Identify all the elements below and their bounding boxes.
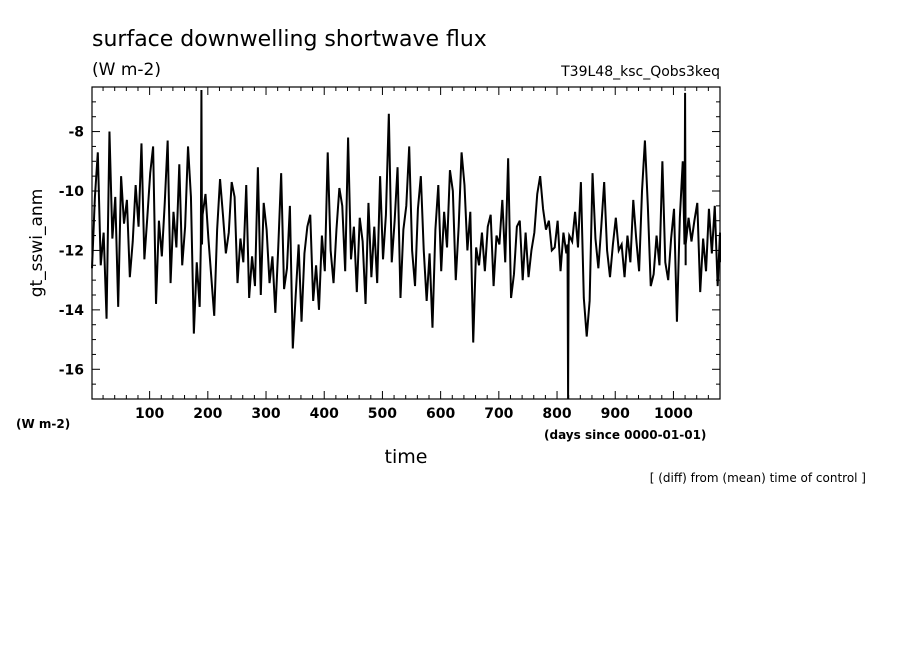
x-tick-label: 700 <box>484 406 513 422</box>
x-tick-label: 200 <box>193 406 222 422</box>
y-axis-unit: (W m-2) <box>16 417 70 431</box>
y-axis-ticks <box>92 86 720 400</box>
plot-frame <box>91 86 721 400</box>
chart-title: surface downwelling shortwave flux <box>92 27 487 52</box>
series-group <box>91 89 721 400</box>
x-tick-label: 1000 <box>654 406 693 422</box>
x-axis-ticks <box>102 87 721 399</box>
y-tick-label: -8 <box>68 125 84 141</box>
x-tick-label: 800 <box>542 406 571 422</box>
x-axis-label: time <box>385 446 428 468</box>
chart-units: (W m-2) <box>92 60 161 80</box>
x-axis-tick-labels: 100 200 300 400 500 600 700 800 900 1000 <box>135 406 693 422</box>
x-axis-unit: (days since 0000-01-01) <box>544 428 706 442</box>
x-tick-label: 500 <box>368 406 397 422</box>
run-label: T39L48_ksc_Qobs3keq <box>560 64 720 80</box>
y-tick-label: -14 <box>59 303 85 319</box>
series-line <box>91 89 721 400</box>
x-tick-label: 100 <box>135 406 164 422</box>
x-tick-label: 400 <box>310 406 339 422</box>
y-tick-label: -12 <box>59 243 84 259</box>
y-tick-label: -10 <box>59 184 85 200</box>
y-tick-label: -16 <box>59 362 84 378</box>
x-tick-label: 600 <box>426 406 455 422</box>
y-axis-label: gt_sswi_anm <box>27 189 47 298</box>
x-tick-label: 300 <box>251 406 280 422</box>
x-tick-label: 900 <box>601 406 630 422</box>
comparison-note: [ (diff) from (mean) time of control ] <box>650 471 866 485</box>
y-axis-tick-labels: -16 -14 -12 -10 -8 <box>59 125 85 379</box>
